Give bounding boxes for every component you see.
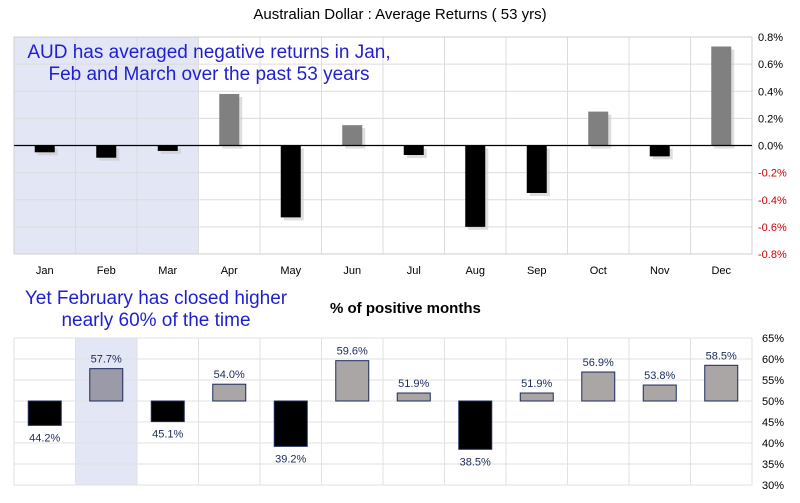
x-tick-label: Mar — [158, 265, 177, 277]
data-label: 57.7% — [91, 354, 122, 366]
data-label: 38.5% — [460, 456, 491, 468]
x-tick-label: Sep — [527, 265, 547, 277]
bar — [342, 125, 363, 146]
bar — [34, 145, 55, 153]
bar — [96, 145, 117, 158]
bar — [711, 46, 732, 146]
data-label: 51.9% — [521, 378, 552, 390]
x-tick-label: Jul — [407, 265, 421, 277]
chart-title-returns: Australian Dollar : Average Returns ( 53… — [253, 6, 547, 23]
x-tick-label: Dec — [711, 265, 731, 277]
x-tick-label: Nov — [650, 265, 670, 277]
y-tick-label: 40% — [762, 438, 784, 450]
y-tick-label: 0.0% — [758, 141, 783, 153]
bar — [273, 400, 308, 447]
y-tick-label: 0.4% — [758, 86, 783, 98]
data-label: 53.8% — [644, 370, 675, 382]
bar — [89, 368, 124, 402]
x-tick-label: Oct — [590, 265, 607, 277]
data-label: 51.9% — [398, 378, 429, 390]
bar — [219, 93, 240, 146]
y-tick-label: 65% — [762, 333, 784, 345]
highlight-band — [75, 337, 138, 486]
y-tick-label: 50% — [762, 396, 784, 408]
data-label: 44.2% — [29, 432, 60, 444]
bar — [526, 145, 547, 193]
annotation-february: Yet February has closed higher nearly 60… — [24, 288, 288, 331]
y-tick-label: -0.4% — [758, 195, 787, 207]
bar — [150, 400, 185, 423]
bar — [212, 383, 247, 402]
y-tick-label: 30% — [762, 480, 784, 492]
x-tick-label: Feb — [97, 265, 116, 277]
x-tick-label: May — [280, 265, 301, 277]
bar — [403, 145, 424, 155]
bar — [27, 400, 62, 426]
x-tick-label: Aug — [465, 265, 485, 277]
bar — [465, 145, 486, 227]
data-label: 39.2% — [275, 453, 306, 465]
bar — [642, 384, 677, 402]
y-tick-label: 35% — [762, 459, 784, 471]
y-tick-label: -0.6% — [758, 222, 787, 234]
y-tick-label: -0.8% — [758, 249, 787, 261]
data-label: 58.5% — [706, 350, 737, 362]
bar — [519, 392, 554, 402]
y-tick-label: 45% — [762, 417, 784, 429]
x-tick-label: Jan — [36, 265, 54, 277]
bar — [458, 400, 493, 450]
bar — [704, 364, 739, 402]
data-label: 54.0% — [214, 369, 245, 381]
y-tick-label: 0.2% — [758, 113, 783, 125]
bar — [396, 392, 431, 402]
bar — [588, 111, 609, 146]
data-label: 45.1% — [152, 429, 183, 441]
bar — [157, 145, 178, 151]
bar — [280, 145, 301, 218]
x-tick-label: Apr — [221, 265, 238, 277]
y-tick-label: 55% — [762, 375, 784, 387]
y-tick-label: 0.6% — [758, 59, 783, 71]
bar — [335, 360, 370, 402]
bar — [649, 145, 670, 157]
y-tick-label: 0.8% — [758, 32, 783, 44]
y-tick-label: -0.2% — [758, 168, 787, 180]
bar — [581, 371, 616, 402]
data-label: 56.9% — [583, 357, 614, 369]
y-tick-label: 60% — [762, 354, 784, 366]
annotation-negative-returns: AUD has averaged negative returns in Jan… — [27, 42, 391, 85]
bar-shadow — [160, 148, 181, 154]
chart-title-positive-months: % of positive months — [330, 300, 481, 317]
x-tick-label: Jun — [343, 265, 361, 277]
data-label: 59.6% — [337, 346, 368, 358]
